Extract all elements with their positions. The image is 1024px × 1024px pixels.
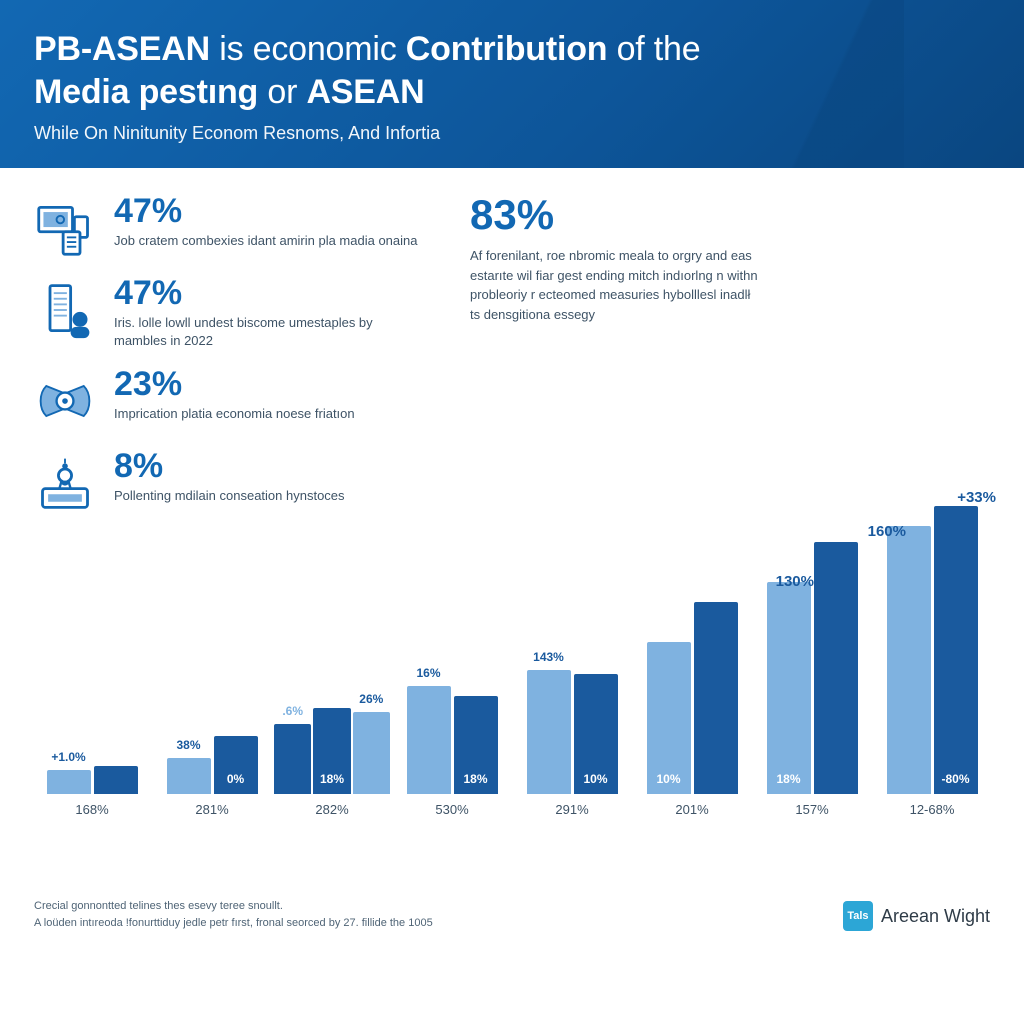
xaxis-label: 281% — [154, 802, 270, 817]
bar-group: .6% 18% 26% — [274, 708, 390, 794]
page-title: PB-ASEAN is economic Contribution of the… — [34, 28, 990, 113]
bar-top-label: +1.0% — [51, 750, 85, 764]
xaxis-label: 291% — [514, 802, 630, 817]
bar-top-label: .6% — [282, 704, 303, 718]
bar-group: +1.0% — [34, 766, 150, 794]
bar-inner-label: 18% — [463, 772, 487, 786]
page-subtitle: While On Ninitunity Econom Resnoms, And … — [34, 123, 990, 144]
brand-text: Areean Wight — [881, 906, 990, 927]
bar-inner-label: -80% — [941, 772, 969, 786]
bar-inner-label: 10% — [583, 772, 607, 786]
headline-desc: Af forenilant, roe nbromic meala to orgr… — [470, 246, 760, 324]
bar-top-label: 143% — [533, 650, 564, 664]
stat-block: 23% Imprication platia economia noese fri… — [34, 367, 424, 431]
title-part: Contribution — [406, 30, 608, 68]
stat-percent: 47% — [114, 194, 424, 228]
stat-description: Job cratem combexies idant amirin pla ma… — [114, 232, 424, 250]
brand-badge-icon: Tals — [843, 901, 873, 931]
chart-bar: -80% — [934, 506, 978, 794]
header-banner: PB-ASEAN is economic Contribution of the… — [0, 0, 1024, 168]
chart-bar: 143% — [527, 670, 571, 794]
title-part: Media pestıng — [34, 73, 258, 111]
stat-text: 23% Imprication platia economia noese fri… — [114, 367, 424, 431]
bar-inner-label: 18% — [320, 772, 344, 786]
chart-bar — [814, 542, 858, 794]
chart-bars: +1.0% 38% 0% .6% 18% 26% 16% 18% 143% 10% 10% 18% -8… — [34, 494, 990, 794]
bar-group: 38% 0% — [154, 736, 270, 794]
bar-top-label: 38% — [176, 738, 200, 752]
bar-top-label: 26% — [359, 692, 383, 706]
chart-bar — [94, 766, 138, 794]
stats-column: 47% Job cratem combexies idant amirin pla… — [34, 194, 424, 513]
stat-percent: 8% — [114, 449, 424, 483]
footer: Crecial gonnontted telines thes esevy te… — [0, 898, 1024, 949]
building-icon — [35, 280, 95, 340]
headline-stat: 83% Af forenilant, roe nbromic meala to … — [470, 194, 990, 324]
stat-description: Imprication platia economia noese friatı… — [114, 405, 424, 423]
xaxis-label: 201% — [634, 802, 750, 817]
title-part: PB-ASEAN — [34, 30, 210, 68]
bar-group: -80% — [874, 506, 990, 794]
devices-icon — [35, 198, 95, 258]
chart-bar: 10% — [647, 642, 691, 794]
stat-description: Iris. lolle lowll undest biscome umestap… — [114, 314, 424, 349]
bar-inner-label: 10% — [656, 772, 680, 786]
chart-bar: 0% — [214, 736, 258, 794]
title-part: of the — [607, 30, 700, 68]
xaxis-label: 157% — [754, 802, 870, 817]
xaxis-label: 530% — [394, 802, 510, 817]
footer-notes: Crecial gonnontted telines thes esevy te… — [34, 898, 433, 931]
stat-block: 47% Job cratem combexies idant amirin pla… — [34, 194, 424, 258]
chart-bar — [694, 602, 738, 794]
title-part: ASEAN — [306, 73, 424, 111]
chart-bar: +1.0% — [47, 770, 91, 794]
xaxis-label: 282% — [274, 802, 390, 817]
stat-percent: 23% — [114, 367, 424, 401]
bar-group: 10% — [634, 602, 750, 794]
chart-bar: 38% — [167, 758, 211, 794]
bowtie-icon — [35, 371, 95, 431]
stat-text: 47% Job cratem combexies idant amirin pla… — [114, 194, 424, 258]
chart-bar: 10% — [574, 674, 618, 794]
bar-inner-label: 0% — [227, 772, 244, 786]
chart-bar: 18% — [454, 696, 498, 794]
stat-icon — [34, 194, 96, 258]
title-part: or — [258, 73, 306, 111]
footer-line: A loüden intıreoda !fonurttiduy jedle pe… — [34, 915, 433, 932]
chart-bar: .6% — [274, 724, 311, 794]
chart-bar: 16% — [407, 686, 451, 794]
stat-icon — [34, 367, 96, 431]
xaxis-label: 12-68% — [874, 802, 990, 817]
chart-xaxis: 168% 281% 282% 530% 291% 201% 157% 12-68% — [34, 802, 990, 817]
headline-percent: 83% — [470, 194, 990, 236]
brand-block: Tals Areean Wight — [843, 901, 990, 931]
chart-annotation: 160% — [868, 523, 906, 540]
chart-annotation: +33% — [957, 489, 996, 506]
bar-group: 143% 10% — [514, 670, 630, 794]
title-part: is economic — [210, 30, 406, 68]
stat-text: 47% Iris. lolle lowll undest biscome umes… — [114, 276, 424, 349]
footer-line: Crecial gonnontted telines thes esevy te… — [34, 898, 433, 915]
chart-bar — [887, 526, 931, 794]
content-body: 47% Job cratem combexies idant amirin pla… — [0, 168, 1024, 898]
chart-bar: 18% — [313, 708, 350, 794]
chart-bar: 18% — [767, 582, 811, 794]
xaxis-label: 168% — [34, 802, 150, 817]
chart-annotation: 130% — [776, 573, 814, 590]
stat-icon — [34, 276, 96, 349]
bar-chart: +1.0% 38% 0% .6% 18% 26% 16% 18% 143% 10% 10% 18% -8… — [0, 494, 1024, 844]
chart-bar: 26% — [353, 712, 390, 794]
bar-inner-label: 18% — [776, 772, 800, 786]
bar-group: 16% 18% — [394, 686, 510, 794]
bar-top-label: 16% — [416, 666, 440, 680]
stat-percent: 47% — [114, 276, 424, 310]
stat-block: 47% Iris. lolle lowll undest biscome umes… — [34, 276, 424, 349]
